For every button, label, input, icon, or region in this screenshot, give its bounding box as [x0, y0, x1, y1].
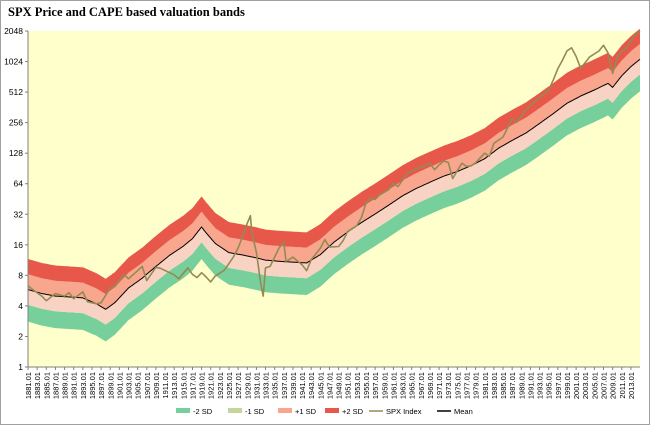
x-tick-label: 1985.01 — [499, 372, 508, 399]
x-tick-label: 1929.01 — [243, 372, 252, 399]
x-tick-label: 1911.01 — [161, 372, 170, 399]
x-tick-label: 1995.01 — [545, 372, 554, 399]
x-tick-label: 2001.01 — [572, 372, 581, 399]
legend-swatch — [325, 408, 339, 413]
y-tick-label: 32 — [14, 209, 24, 219]
legend-label: +2 SD — [342, 407, 364, 416]
x-tick-label: 1963.01 — [399, 372, 408, 399]
y-tick-label: 1024 — [4, 57, 23, 67]
x-tick-label: 1883.01 — [33, 372, 42, 399]
x-tick-label: 1917.01 — [188, 372, 197, 399]
y-tick-label: 128 — [9, 148, 23, 158]
y-tick-label: 4 — [18, 301, 23, 311]
y-tick-label: 8 — [18, 270, 23, 280]
spx-index-line — [27, 30, 641, 305]
x-tick-label: 2011.01 — [618, 372, 627, 399]
x-tick-label: 1955.01 — [362, 372, 371, 399]
x-tick-label: 1947.01 — [325, 372, 334, 399]
x-tick-label: 1919.01 — [198, 372, 207, 399]
x-tick-label: 1897.01 — [97, 372, 106, 399]
x-tick-label: 1973.01 — [444, 372, 453, 399]
x-tick-label: 2003.01 — [581, 372, 590, 399]
x-tick-label: 1965.01 — [408, 372, 417, 399]
chart-title: SPX Price and CAPE based valuation bands — [8, 5, 245, 19]
y-tick-label: 512 — [9, 87, 23, 97]
x-tick-label: 1909.01 — [152, 372, 161, 399]
x-tick-label: 1887.01 — [51, 372, 60, 399]
y-tick-label: 64 — [14, 179, 24, 189]
x-tick-label: 1951.01 — [344, 372, 353, 399]
legend-swatch — [176, 408, 190, 413]
x-tick-label: 1979.01 — [472, 372, 481, 399]
x-tick-label: 2009.01 — [609, 372, 618, 399]
x-tick-label: 1987.01 — [508, 372, 517, 399]
y-tick-label: 256 — [9, 118, 23, 128]
x-tick-label: 1885.01 — [42, 372, 51, 399]
x-tick-label: 1889.01 — [61, 372, 70, 399]
x-tick-label: 1997.01 — [554, 372, 563, 399]
x-tick-label: 1981.01 — [481, 372, 490, 399]
band-plus-2sd — [28, 28, 640, 295]
x-tick-label: 1969.01 — [426, 372, 435, 399]
x-tick-label: 1971.01 — [435, 372, 444, 399]
x-tick-label: 1941.01 — [298, 372, 307, 399]
x-tick-label: 1901.01 — [115, 372, 124, 399]
x-tick-label: 1899.01 — [106, 372, 115, 399]
legend-label: Mean — [454, 407, 473, 416]
x-tick-label: 1921.01 — [207, 372, 216, 399]
legend-label: -1 SD — [245, 407, 265, 416]
x-tick-label: 1925.01 — [225, 372, 234, 399]
x-tick-label: 1957.01 — [371, 372, 380, 399]
x-tick-label: 1967.01 — [417, 372, 426, 399]
x-tick-label: 1983.01 — [490, 372, 499, 399]
legend-label: +1 SD — [295, 407, 317, 416]
legend-swatch — [278, 408, 292, 413]
x-tick-label: 1991.01 — [526, 372, 535, 399]
x-tick-label: 1923.01 — [216, 372, 225, 399]
x-tick-label: 1933.01 — [262, 372, 271, 399]
x-tick-label: 1881.01 — [24, 372, 33, 399]
band-minus-2sd — [28, 74, 640, 342]
x-tick-label: 1977.01 — [462, 372, 471, 399]
mean-line — [27, 58, 641, 310]
x-tick-label: 1939.01 — [289, 372, 298, 399]
x-tick-label: 1935.01 — [271, 372, 280, 399]
x-tick-label: 1937.01 — [280, 372, 289, 399]
x-tick-label: 1905.01 — [134, 372, 143, 399]
x-tick-label: 1975.01 — [453, 372, 462, 399]
x-tick-label: 1949.01 — [335, 372, 344, 399]
y-tick-label: 2 — [18, 331, 23, 341]
y-tick-label: 1 — [18, 362, 23, 372]
x-tick-label: 2005.01 — [590, 372, 599, 399]
x-tick-label: 1943.01 — [307, 372, 316, 399]
x-tick-label: 1903.01 — [125, 372, 134, 399]
x-tick-label: 1999.01 — [563, 372, 572, 399]
x-tick-label: 1915.01 — [179, 372, 188, 399]
x-tick-label: 1959.01 — [380, 372, 389, 399]
band-minus-1sd — [28, 59, 640, 325]
y-tick-label: 2048 — [4, 26, 23, 36]
x-tick-label: 2007.01 — [600, 372, 609, 399]
legend-swatch — [228, 408, 242, 413]
x-tick-label: 1927.01 — [234, 372, 243, 399]
legend-label: -2 SD — [193, 407, 213, 416]
band-plus-1sd — [28, 43, 640, 310]
x-tick-label: 1961.01 — [389, 372, 398, 399]
x-tick-label: 1907.01 — [143, 372, 152, 399]
legend-label: SPX Index — [386, 407, 422, 416]
x-tick-label: 2013.01 — [627, 372, 636, 399]
x-tick-label: 1893.01 — [79, 372, 88, 399]
x-tick-label: 1993.01 — [536, 372, 545, 399]
y-tick-label: 16 — [14, 240, 24, 250]
x-tick-label: 1913.01 — [170, 372, 179, 399]
x-tick-label: 1953.01 — [353, 372, 362, 399]
x-tick-label: 1931.01 — [252, 372, 261, 399]
x-tick-label: 1891.01 — [70, 372, 79, 399]
x-tick-label: 1895.01 — [88, 372, 97, 399]
x-tick-label: 1989.01 — [517, 372, 526, 399]
x-tick-label: 1945.01 — [316, 372, 325, 399]
